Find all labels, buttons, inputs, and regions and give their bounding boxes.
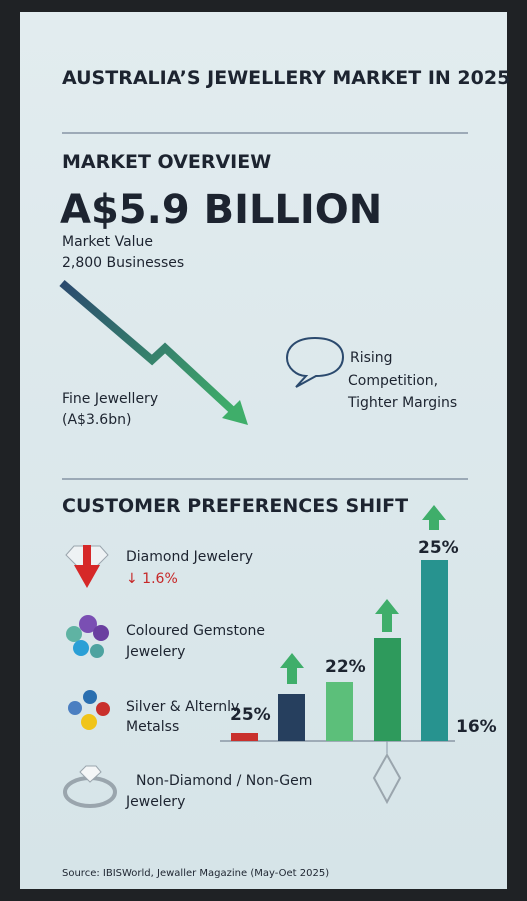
- callout: Tighter Margins: [347, 395, 457, 411]
- item-label: Silver & Alternlv: [126, 699, 239, 715]
- detail: Market Value: [62, 234, 153, 250]
- gem-icon: [96, 702, 110, 716]
- detail: 2,800 Businesses: [62, 255, 184, 271]
- ring-icon: [79, 765, 102, 783]
- bar-label: 25%: [230, 705, 271, 725]
- label: (A$3.6bn): [62, 412, 131, 428]
- gem-icon: [83, 690, 97, 704]
- pendant-icon: [372, 752, 402, 805]
- bar-label: 25%: [418, 538, 459, 558]
- callout: Competition,: [348, 373, 438, 389]
- down-arrow: [74, 565, 100, 588]
- gem-icon: [93, 625, 109, 641]
- item-label: Non-Diamond / Non-Gem: [136, 773, 312, 789]
- item-label: Metalss: [126, 719, 179, 735]
- title: AUSTRALIA’S JEWELLERY MARKET IN 2025: [62, 67, 510, 89]
- panel: [20, 12, 507, 889]
- gem-icon: [73, 640, 89, 656]
- bar: [421, 560, 448, 741]
- bar: [231, 733, 258, 741]
- speech-bubble: [285, 336, 345, 388]
- gem-icon: [66, 626, 82, 642]
- arrow-head: [222, 400, 248, 425]
- source: Source: IBISWorld, Jewaller Magazine (Ma…: [62, 868, 329, 879]
- callout: Rising: [350, 350, 393, 366]
- gem-icon: [79, 615, 97, 633]
- label: Fine Jewellery: [62, 391, 158, 407]
- gem-icon: [68, 701, 82, 715]
- section-heading: CUSTOMER PREFERENCES SHIFT: [62, 495, 408, 517]
- bar: [326, 682, 353, 741]
- up-arrows: [280, 505, 446, 684]
- item-change: ↓ 1.6%: [126, 571, 178, 587]
- item-label: Jewelery: [125, 644, 185, 660]
- bar-label: 22%: [325, 657, 366, 677]
- item-label: Coloured Gemstone: [126, 623, 265, 639]
- bar-label: 16%: [456, 717, 497, 737]
- gem-icon: [90, 644, 104, 658]
- item-label: Jewelery: [125, 794, 185, 810]
- item-label: Diamond Jewelery: [126, 549, 253, 565]
- down-arrow: [83, 545, 91, 567]
- headline: A$5.9 BILLION: [60, 187, 382, 233]
- bar: [374, 638, 401, 741]
- trend-arrow: [59, 279, 235, 413]
- bar: [278, 694, 305, 741]
- gem-icon: [81, 714, 97, 730]
- section-heading: MARKET OVERVIEW: [62, 151, 271, 173]
